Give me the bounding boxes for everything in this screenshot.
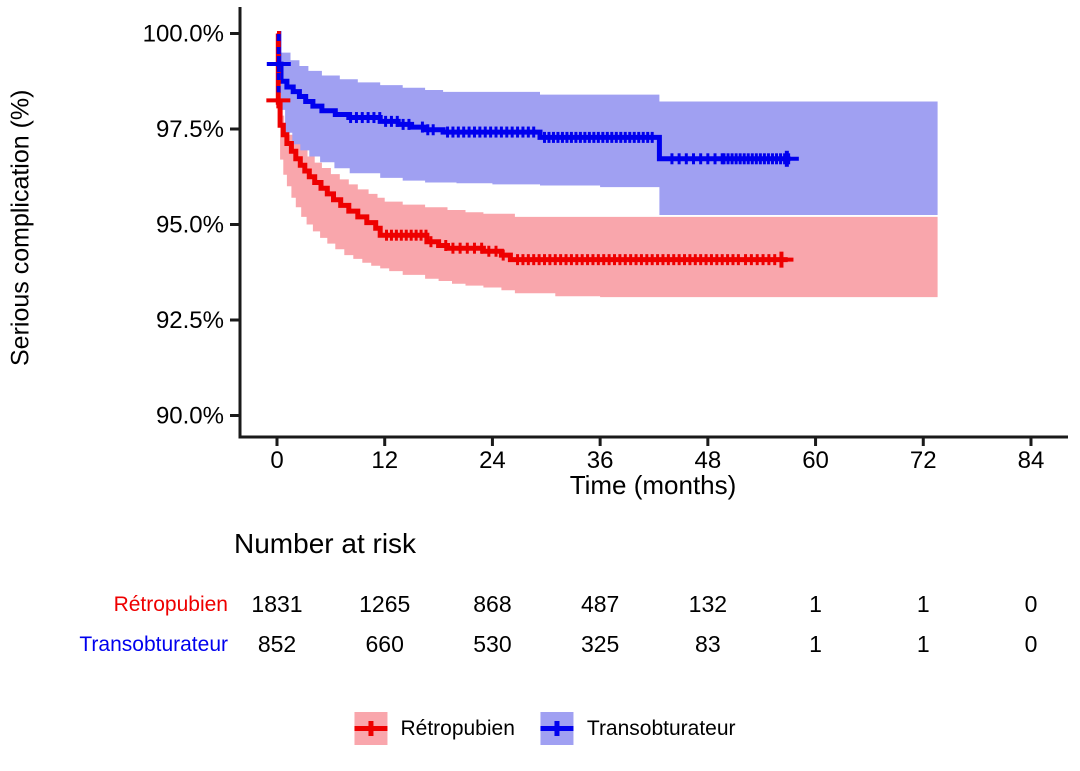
- legend-key-transobturateur-icon: [540, 712, 574, 745]
- risk-value: 1: [809, 591, 822, 617]
- x-tick-label: 0: [270, 447, 283, 474]
- x-tick-label: 24: [479, 447, 506, 474]
- y-tick-label: 97.5%: [156, 116, 224, 143]
- risk-value: 852: [257, 631, 297, 657]
- y-tick-label: 90.0%: [156, 403, 224, 430]
- censor-marks-retropubien: [266, 92, 794, 268]
- legend-item-transobturateur: Transobturateur: [540, 712, 736, 745]
- ci-band-transobturateur: [281, 52, 938, 215]
- y-tick-label: 95.0%: [156, 212, 224, 239]
- ci-band-retropubien: [280, 115, 938, 298]
- y-tick-label: 92.5%: [156, 307, 224, 334]
- risk-row-label: Transobturateur: [79, 633, 228, 656]
- risk-value: 1831: [251, 591, 303, 617]
- x-tick-label: 48: [694, 447, 721, 474]
- x-tick-label: 36: [587, 447, 614, 474]
- risk-value: 1: [809, 631, 822, 657]
- risk-value: 868: [473, 591, 512, 617]
- km-curve-retropubien: [275, 31, 788, 263]
- km-curve-transobturateur: [276, 31, 791, 162]
- risk-value: 132: [688, 591, 728, 617]
- risk-value: 1: [916, 591, 930, 617]
- y-axis-title: Serious complication (%): [6, 89, 35, 367]
- y-tick-label: 100.0%: [143, 21, 224, 48]
- risk-value: 1265: [359, 591, 411, 617]
- risk-table-title: Number at risk: [234, 528, 417, 559]
- risk-value: 487: [580, 591, 620, 617]
- x-tick-label: 84: [1018, 447, 1045, 474]
- x-tick-label: 12: [371, 447, 398, 474]
- risk-value: 0: [1024, 631, 1038, 657]
- censor-marks-transobturateur: [266, 56, 799, 167]
- risk-value: 1: [916, 631, 930, 657]
- x-tick-label: 60: [802, 447, 829, 474]
- risk-row-label: Rétropubien: [113, 593, 228, 616]
- legend-label-retropubien: Rétropubien: [400, 716, 515, 740]
- legend-key-retropubien-icon: [354, 712, 388, 745]
- legend-item-retropubien: Rétropubien: [354, 712, 515, 745]
- risk-value: 660: [365, 631, 404, 657]
- risk-value: 0: [1024, 591, 1038, 617]
- risk-value: 530: [473, 631, 512, 657]
- legend-label-transobturateur: Transobturateur: [586, 716, 736, 740]
- legend: Rétropubien Transobturateur: [354, 712, 736, 745]
- x-axis-title: Time (months): [569, 470, 737, 500]
- risk-value: 83: [695, 631, 721, 657]
- x-tick-label: 72: [910, 447, 937, 474]
- risk-value: 325: [580, 631, 620, 657]
